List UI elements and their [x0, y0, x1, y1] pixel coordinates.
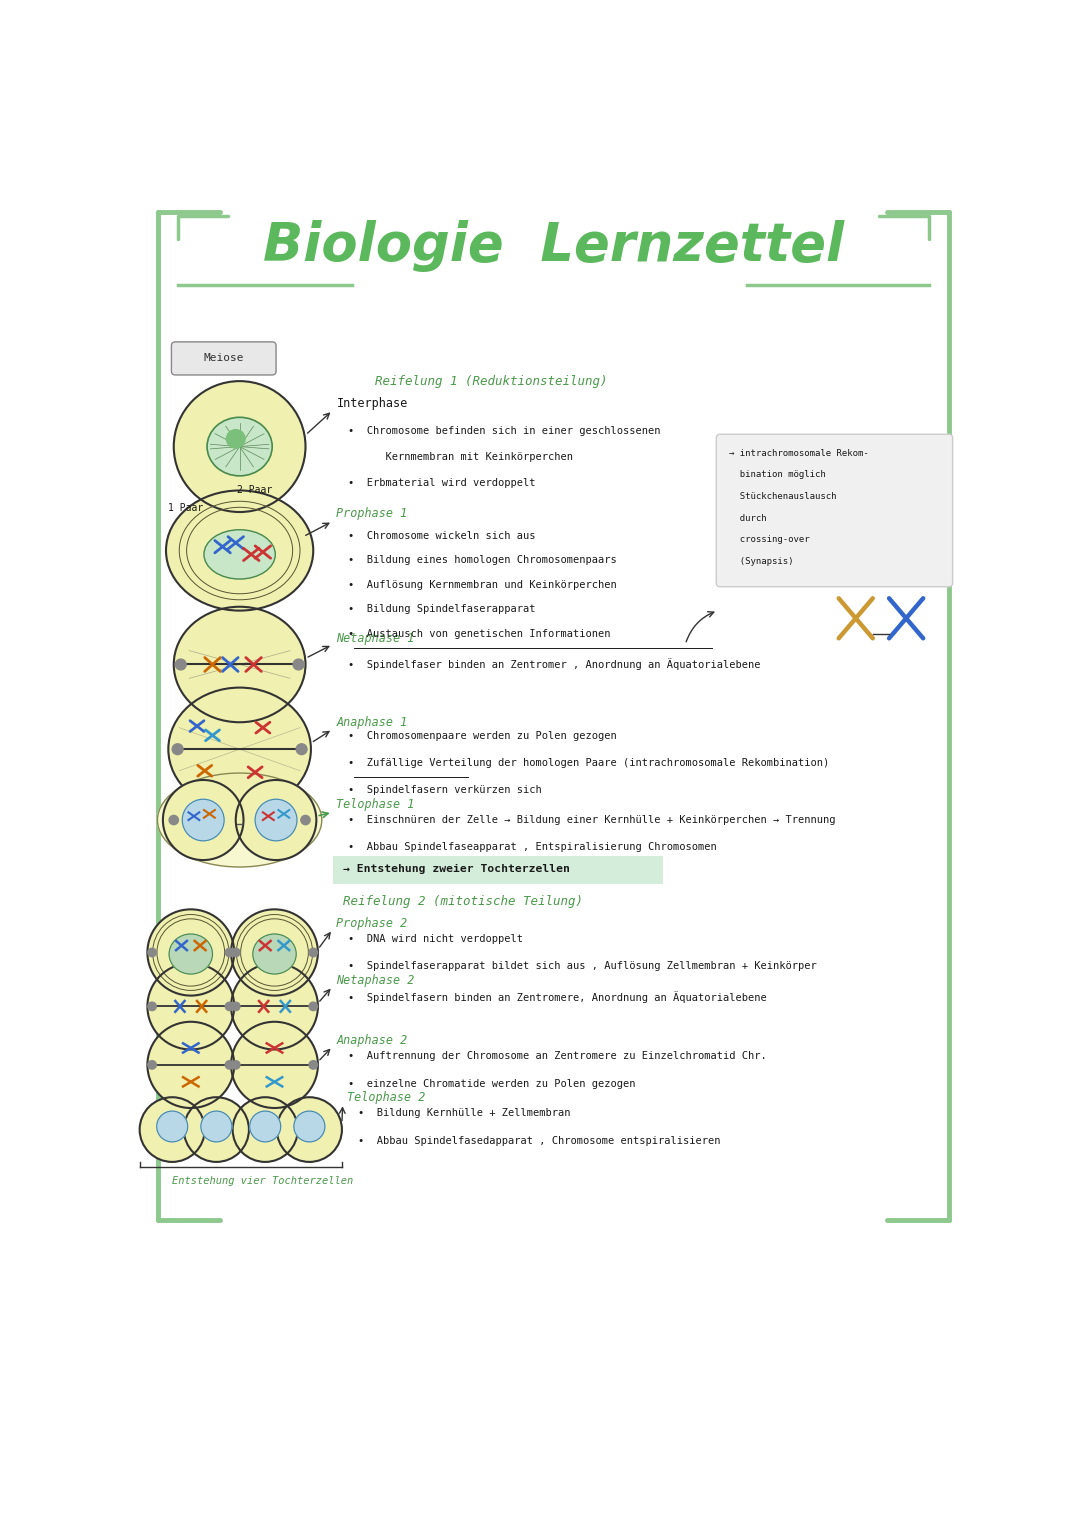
Text: •  Spindelfaserapparat bildet sich aus , Auflösung Zellmembran + Keinkörper: • Spindelfaserapparat bildet sich aus , …: [348, 960, 816, 971]
Text: Reifelung 2 (mitotische Teilung): Reifelung 2 (mitotische Teilung): [342, 895, 583, 909]
Text: Anaphase 1: Anaphase 1: [337, 716, 408, 728]
Circle shape: [232, 1098, 298, 1162]
Text: •  Spindelfaser binden an Zentromer , Anordnung an Äquatorialebene: • Spindelfaser binden an Zentromer , Ano…: [348, 658, 760, 670]
Text: •  Chromosome wickeln sich aus: • Chromosome wickeln sich aus: [348, 530, 536, 541]
Text: •  Bildung Spindelfaserapparat: • Bildung Spindelfaserapparat: [348, 605, 536, 614]
Text: •  DNA wird nicht verdoppelt: • DNA wird nicht verdoppelt: [348, 935, 523, 944]
Text: Biologie  Lernzettel: Biologie Lernzettel: [262, 220, 845, 272]
Text: Telophase 1: Telophase 1: [337, 799, 415, 811]
Circle shape: [296, 744, 307, 754]
Circle shape: [294, 1112, 325, 1142]
Text: Prophase 1: Prophase 1: [337, 507, 408, 521]
Circle shape: [227, 429, 245, 447]
Circle shape: [184, 1098, 248, 1162]
Circle shape: [231, 1061, 240, 1069]
Text: •  Spindelfasern binden an Zentromere, Anordnung an Äquatorialebene: • Spindelfasern binden an Zentromere, An…: [348, 991, 767, 1003]
Text: Netaphase 1: Netaphase 1: [337, 632, 415, 644]
Circle shape: [148, 948, 157, 957]
Text: •  Erbmaterial wird verdoppelt: • Erbmaterial wird verdoppelt: [348, 478, 536, 489]
Text: → Entstehung zweier Tochterzellen: → Entstehung zweier Tochterzellen: [342, 864, 569, 873]
Text: •  Auflösung Kernmembran und Keinkörperchen: • Auflösung Kernmembran und Keinkörperch…: [348, 580, 617, 589]
Text: •  Spindelfasern verkürzen sich: • Spindelfasern verkürzen sich: [348, 785, 542, 796]
Circle shape: [172, 744, 183, 754]
Text: •  Austausch von genetischen Informationen: • Austausch von genetischen Informatione…: [348, 629, 610, 640]
Circle shape: [148, 1061, 157, 1069]
Circle shape: [293, 660, 303, 670]
Circle shape: [231, 1002, 240, 1011]
Text: Netaphase 2: Netaphase 2: [337, 974, 415, 986]
Text: 1 Paar: 1 Paar: [167, 504, 203, 513]
Ellipse shape: [147, 910, 234, 996]
Text: Kernmembran mit Keinkörperchen: Kernmembran mit Keinkörperchen: [348, 452, 573, 463]
Circle shape: [309, 1061, 318, 1069]
Text: •  Bildung Kernhülle + Zellmembran: • Bildung Kernhülle + Zellmembran: [359, 1109, 570, 1118]
Text: •  Auftrennung der Chromosome an Zentromere zu Einzelchromatid Chr.: • Auftrennung der Chromosome an Zentrome…: [348, 1051, 767, 1061]
Ellipse shape: [158, 773, 322, 867]
FancyBboxPatch shape: [333, 857, 663, 884]
Text: Stückchenauslausch: Stückchenauslausch: [729, 492, 837, 501]
Circle shape: [235, 780, 316, 860]
Text: 2 Paar: 2 Paar: [238, 486, 272, 495]
Circle shape: [163, 780, 243, 860]
Circle shape: [309, 948, 318, 957]
Circle shape: [309, 1002, 318, 1011]
Ellipse shape: [253, 935, 296, 974]
Ellipse shape: [168, 687, 311, 811]
Text: Telophase 2: Telophase 2: [347, 1092, 424, 1104]
Ellipse shape: [174, 606, 306, 722]
Text: Meiose: Meiose: [204, 353, 244, 363]
Circle shape: [226, 1061, 233, 1069]
Circle shape: [175, 660, 186, 670]
Circle shape: [157, 1112, 188, 1142]
Text: •  Abbau Spindelfasedapparat , Chromosome entspiralisieren: • Abbau Spindelfasedapparat , Chromosome…: [359, 1136, 720, 1145]
Text: •  Abbau Spindelfaseapparat , Entspiralisierung Chromosomen: • Abbau Spindelfaseapparat , Entspiralis…: [348, 843, 717, 852]
Circle shape: [226, 948, 233, 957]
Text: bination möglich: bination möglich: [729, 470, 826, 479]
Circle shape: [139, 1098, 205, 1162]
Ellipse shape: [207, 417, 272, 476]
Ellipse shape: [166, 490, 313, 611]
Ellipse shape: [231, 964, 318, 1049]
Ellipse shape: [147, 1022, 234, 1109]
Text: •  Einschnüren der Zelle → Bildung einer Kernhülle + Keinkörperchen → Trennung: • Einschnüren der Zelle → Bildung einer …: [348, 815, 836, 826]
FancyBboxPatch shape: [716, 434, 953, 586]
Text: •  Bildung eines homologen Chromosomenpaars: • Bildung eines homologen Chromosomenpaa…: [348, 556, 617, 565]
Circle shape: [301, 815, 310, 825]
Circle shape: [148, 1002, 157, 1011]
Text: •  Chromosomenpaare werden zu Polen gezogen: • Chromosomenpaare werden zu Polen gezog…: [348, 731, 617, 742]
Text: Reifelung 1 (Reduktionsteilung): Reifelung 1 (Reduktionsteilung): [375, 376, 608, 388]
Circle shape: [231, 948, 240, 957]
Ellipse shape: [204, 530, 275, 579]
Text: → intrachromosomale Rekom-: → intrachromosomale Rekom-: [729, 449, 869, 458]
Text: •  einzelne Chromatide werden zu Polen gezogen: • einzelne Chromatide werden zu Polen ge…: [348, 1078, 636, 1089]
Circle shape: [276, 1098, 342, 1162]
Text: crossing-over: crossing-over: [729, 534, 810, 544]
Ellipse shape: [174, 382, 306, 512]
Ellipse shape: [231, 1022, 318, 1109]
Circle shape: [183, 799, 225, 841]
Text: Prophase 2: Prophase 2: [337, 918, 408, 930]
Circle shape: [201, 1112, 232, 1142]
Text: durch: durch: [729, 513, 767, 522]
Ellipse shape: [147, 964, 234, 1049]
Text: •  Zufällige Verteilung der homologen Paare (intrachromosomale Rekombination): • Zufällige Verteilung der homologen Paa…: [348, 759, 829, 768]
Text: Interphase: Interphase: [337, 397, 408, 409]
Circle shape: [226, 1002, 233, 1011]
Circle shape: [249, 1112, 281, 1142]
Circle shape: [170, 815, 178, 825]
Text: Anaphase 2: Anaphase 2: [337, 1034, 408, 1048]
Ellipse shape: [231, 910, 318, 996]
FancyBboxPatch shape: [172, 342, 276, 376]
Text: (Synapsis): (Synapsis): [729, 557, 794, 565]
Circle shape: [255, 799, 297, 841]
Ellipse shape: [170, 935, 213, 974]
Text: •  Chromosome befinden sich in einer geschlossenen: • Chromosome befinden sich in einer gesc…: [348, 426, 661, 435]
Text: Entstehung vier Tochterzellen: Entstehung vier Tochterzellen: [172, 1176, 353, 1186]
